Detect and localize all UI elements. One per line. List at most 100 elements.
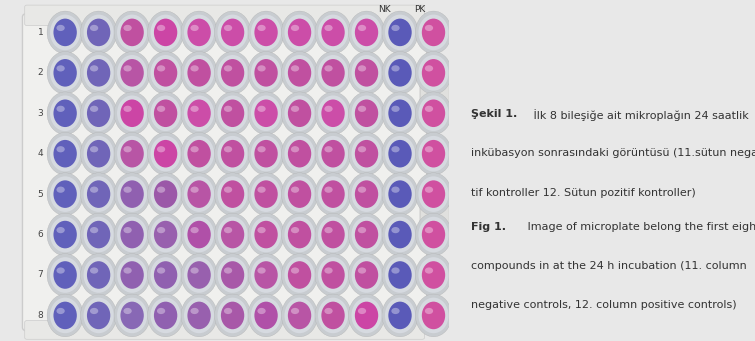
Ellipse shape [87,140,110,167]
Ellipse shape [355,19,378,46]
Ellipse shape [254,180,278,208]
Ellipse shape [190,267,199,274]
Ellipse shape [291,65,299,72]
Ellipse shape [124,227,131,233]
Ellipse shape [322,19,345,46]
Ellipse shape [147,11,183,54]
Ellipse shape [391,187,399,193]
Ellipse shape [87,19,110,46]
Ellipse shape [352,55,381,91]
Ellipse shape [358,267,366,274]
Ellipse shape [187,140,211,167]
Ellipse shape [154,140,177,167]
Ellipse shape [217,55,248,91]
Ellipse shape [355,59,378,87]
Ellipse shape [418,257,448,293]
Ellipse shape [217,257,248,293]
Ellipse shape [282,132,318,175]
Ellipse shape [248,254,284,296]
Ellipse shape [322,221,345,248]
Ellipse shape [388,261,411,289]
Ellipse shape [285,176,315,212]
Ellipse shape [121,140,143,167]
Ellipse shape [322,180,345,208]
Ellipse shape [288,100,311,127]
Ellipse shape [388,100,411,127]
Ellipse shape [349,254,384,296]
Ellipse shape [90,65,98,72]
Ellipse shape [349,132,384,175]
Ellipse shape [50,95,80,131]
Ellipse shape [181,213,217,256]
Ellipse shape [282,213,318,256]
Ellipse shape [84,15,114,50]
Ellipse shape [54,140,77,167]
Ellipse shape [248,92,284,135]
Ellipse shape [187,59,211,87]
Ellipse shape [121,221,143,248]
Ellipse shape [87,100,110,127]
Ellipse shape [415,132,451,175]
Ellipse shape [318,176,348,212]
Ellipse shape [224,187,233,193]
Ellipse shape [150,15,180,50]
Ellipse shape [322,100,345,127]
Ellipse shape [147,173,183,216]
Ellipse shape [154,180,177,208]
Ellipse shape [254,59,278,87]
Ellipse shape [248,11,284,54]
Ellipse shape [50,55,80,91]
Ellipse shape [147,254,183,296]
Ellipse shape [57,146,65,152]
Ellipse shape [282,11,318,54]
Ellipse shape [47,294,83,337]
Ellipse shape [190,65,199,72]
Ellipse shape [81,254,117,296]
Ellipse shape [291,267,299,274]
Ellipse shape [217,176,248,212]
Ellipse shape [391,267,399,274]
Ellipse shape [57,187,65,193]
Ellipse shape [358,25,366,31]
FancyBboxPatch shape [420,205,449,239]
Text: negative controls, 12. column positive controls): negative controls, 12. column positive c… [470,300,736,310]
Ellipse shape [285,217,315,252]
Ellipse shape [214,92,251,135]
Ellipse shape [418,55,448,91]
Ellipse shape [391,227,399,233]
Ellipse shape [257,106,266,112]
Ellipse shape [87,180,110,208]
Text: Fig 1.: Fig 1. [470,222,506,232]
Text: inkübasyon sonrasındaki görüntüsü (11.sütun nega-: inkübasyon sonrasındaki görüntüsü (11.sü… [470,148,755,158]
Ellipse shape [352,298,381,333]
Ellipse shape [285,95,315,131]
Ellipse shape [349,173,384,216]
Ellipse shape [248,132,284,175]
Ellipse shape [325,187,333,193]
Ellipse shape [217,136,248,172]
Ellipse shape [358,308,366,314]
Ellipse shape [382,254,418,296]
Ellipse shape [221,302,245,329]
FancyBboxPatch shape [25,321,424,339]
Ellipse shape [117,55,147,91]
Ellipse shape [355,221,378,248]
Text: İlk 8 bileşiğe ait mikroplağın 24 saatlik: İlk 8 bileşiğe ait mikroplağın 24 saatli… [530,109,749,121]
Ellipse shape [254,100,278,127]
Ellipse shape [184,257,214,293]
Ellipse shape [54,59,77,87]
Ellipse shape [184,15,214,50]
Text: compounds in at the 24 h incubation (11. column: compounds in at the 24 h incubation (11.… [470,261,747,271]
Ellipse shape [422,140,445,167]
Ellipse shape [391,146,399,152]
Ellipse shape [121,302,143,329]
Ellipse shape [224,25,233,31]
Ellipse shape [285,55,315,91]
Text: 8: 8 [38,311,43,320]
Ellipse shape [54,221,77,248]
Ellipse shape [315,254,351,296]
Ellipse shape [254,19,278,46]
Ellipse shape [117,95,147,131]
Ellipse shape [154,19,177,46]
Ellipse shape [87,221,110,248]
